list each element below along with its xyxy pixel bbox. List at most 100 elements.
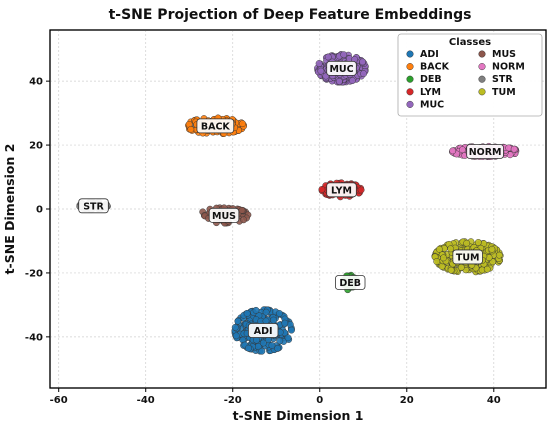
data-point-adi [252, 306, 260, 314]
data-point-tum [433, 258, 441, 265]
data-point-tum [447, 266, 455, 274]
legend-marker [406, 100, 414, 108]
cluster-label-text: BACK [201, 121, 231, 132]
plot-border [49, 29, 547, 389]
legend-marker [406, 75, 414, 83]
data-point-muc [315, 60, 323, 67]
legend-label: DEB [420, 74, 442, 85]
cluster-label-box [326, 60, 357, 76]
data-point-muc [324, 53, 332, 61]
cluster-label-box [247, 323, 279, 338]
cluster-label-box [326, 182, 357, 198]
y-tick-label: -20 [25, 268, 43, 279]
data-point-muc [340, 51, 348, 59]
data-point-adi [245, 344, 252, 352]
data-point-adi [288, 326, 295, 334]
legend-item-lym: LYM [406, 87, 441, 98]
legend-item-deb: DEB [406, 74, 442, 85]
cluster-label-text: NORM [469, 147, 502, 158]
data-point-lym [357, 186, 365, 194]
data-point-back [187, 125, 195, 133]
cluster-label-text: ADI [254, 326, 273, 337]
cluster-label-box [208, 207, 240, 223]
data-point-norm [458, 146, 466, 154]
cluster-label-box [78, 198, 109, 214]
legend-label: MUC [420, 99, 444, 110]
y-tick-label: 40 [29, 77, 43, 88]
cluster-label-text: LYM [331, 185, 352, 196]
legend-label: STR [492, 74, 513, 85]
data-point-muc [317, 67, 325, 75]
legend-item-muc: MUC [406, 99, 444, 110]
x-axis-label: t-SNE Dimension 1 [233, 408, 364, 423]
data-point-muc [335, 77, 343, 85]
cluster-label-text: STR [83, 201, 104, 212]
cluster-label-lym: LYM [326, 182, 357, 198]
data-point-tum [447, 245, 455, 253]
data-point-tum [435, 245, 443, 253]
data-point-tum [438, 263, 446, 270]
legend-marker [406, 50, 414, 58]
legend-marker [478, 88, 486, 96]
cluster-label-box [196, 118, 235, 134]
data-point-muc [348, 77, 356, 85]
legend-label: MUS [492, 49, 516, 60]
data-point-adi [262, 308, 270, 316]
data-point-adi [270, 316, 277, 324]
y-tick-label: -40 [25, 332, 43, 343]
legend-box [397, 33, 543, 117]
cluster-label-box [466, 144, 504, 159]
legend-label: BACK [420, 62, 450, 73]
legend-marker [478, 50, 486, 58]
data-point-tum [483, 265, 491, 273]
data-point-adi [243, 309, 251, 317]
cluster-label-adi: ADI [247, 323, 279, 338]
data-point-adi [234, 317, 242, 325]
x-tick-label: 0 [316, 395, 323, 406]
data-point-adi [232, 332, 240, 340]
cluster-label-mus: MUS [208, 207, 240, 223]
data-point-adi [231, 323, 239, 331]
y-tick-label: 20 [29, 141, 43, 152]
cluster-label-box [335, 275, 366, 290]
data-point-muc [359, 58, 366, 66]
cluster-label-text: MUS [212, 211, 236, 222]
x-tick-label: -60 [50, 395, 68, 406]
data-point-adi [258, 347, 266, 355]
data-point-tum [495, 251, 503, 259]
cluster-label-deb: DEB [335, 275, 366, 290]
cluster-label-text: MUC [329, 64, 353, 75]
data-point-adi [281, 319, 289, 327]
cluster-label-muc: MUC [326, 60, 357, 76]
data-point-lym [318, 186, 326, 193]
cluster-label-box [452, 249, 483, 265]
data-point-norm [510, 145, 518, 153]
x-tick-label: 20 [400, 395, 414, 406]
legend-item-adi: ADI [406, 49, 439, 60]
data-point-adi [284, 334, 292, 342]
legend-marker [406, 63, 414, 71]
data-point-adi [268, 342, 276, 349]
data-point-tum [488, 245, 496, 253]
cluster-label-back: BACK [196, 118, 235, 134]
cluster-label-text: DEB [339, 278, 361, 289]
legend-marker [406, 88, 414, 96]
legend-item-back: BACK [406, 62, 450, 73]
chart-title: t-SNE Projection of Deep Feature Embeddi… [109, 7, 472, 23]
axis-ticks: -60 -40 -20 0 20 40 -40 -20 0 20 40 [25, 77, 501, 406]
cluster-label-text: TUM [456, 252, 480, 263]
data-point-back [239, 120, 246, 128]
y-tick-label: 0 [36, 205, 43, 216]
data-point-adi [276, 310, 283, 317]
data-point-norm [449, 147, 457, 155]
legend-item-norm: NORM [478, 62, 525, 73]
data-point-adi [259, 339, 267, 347]
legend-item-tum: TUM [478, 87, 516, 98]
data-point-adi [274, 344, 281, 352]
x-tick-label: -40 [137, 395, 155, 406]
data-point-mus [240, 216, 248, 224]
legend-label: ADI [420, 49, 439, 60]
